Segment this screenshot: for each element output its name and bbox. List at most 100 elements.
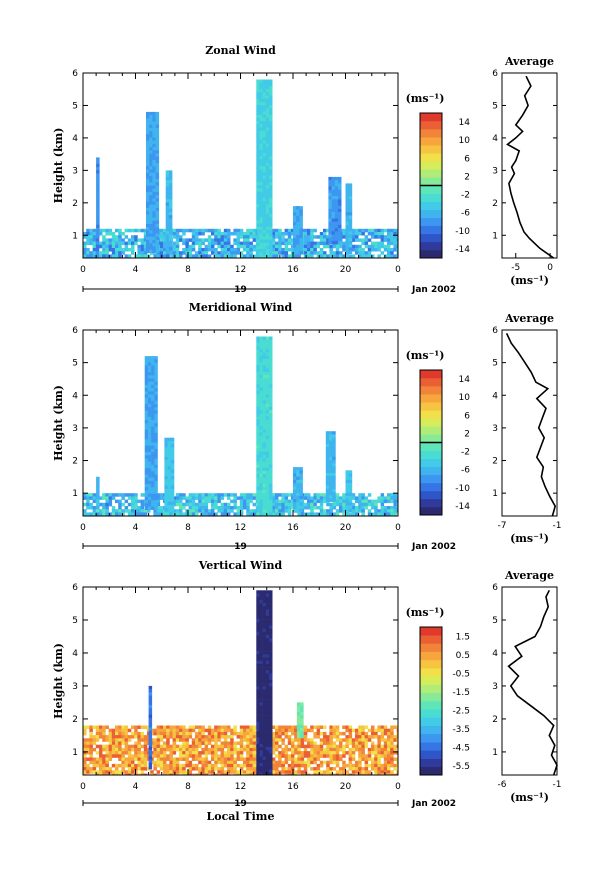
- heatmap-cell: [147, 397, 152, 402]
- heatmap-cell: [262, 143, 267, 147]
- heatmap-cell: [259, 647, 263, 652]
- heatmap-cell: [147, 372, 152, 376]
- heatmap-cell: [227, 238, 231, 242]
- heatmap-cell: [236, 509, 241, 513]
- heatmap-cell: [233, 248, 237, 252]
- panel-title: Vertical Wind: [198, 559, 283, 572]
- heatmap-cell: [259, 143, 263, 147]
- heatmap-cell: [334, 176, 339, 181]
- heatmap-cell: [246, 251, 250, 255]
- heatmap-cell: [134, 744, 138, 749]
- heatmap-cell: [284, 238, 289, 242]
- heatmap-cell: [227, 735, 231, 739]
- heatmap-cell: [265, 747, 270, 751]
- heatmap-cell: [167, 495, 172, 499]
- heatmap-cell: [239, 512, 244, 516]
- heatmap-cell: [115, 228, 119, 233]
- heatmap-cell: [297, 254, 301, 258]
- heatmap-cell: [269, 670, 273, 674]
- heatmap-cell: [154, 474, 158, 478]
- heatmap-cell: [256, 159, 260, 163]
- heatmap-cell: [291, 738, 295, 742]
- heatmap-cell: [334, 189, 339, 194]
- heatmap-cell: [105, 738, 109, 742]
- heatmap-cell: [383, 728, 388, 733]
- heatmap-cell: [105, 232, 109, 236]
- heatmap-cell: [335, 751, 340, 755]
- heatmap-cell: [300, 751, 305, 755]
- heatmap-cell: [332, 485, 336, 490]
- heatmap-cell: [195, 744, 199, 749]
- heatmap-cell: [165, 180, 170, 184]
- heatmap-cell: [262, 512, 267, 516]
- heatmap-cell: [348, 221, 353, 226]
- heatmap-cell: [259, 750, 263, 754]
- heatmap-cell: [131, 502, 135, 507]
- heatmap-cell: [334, 240, 339, 245]
- heatmap-cell: [111, 754, 116, 758]
- heatmap-cell: [99, 760, 103, 765]
- heatmap-cell: [154, 394, 158, 398]
- heatmap-cell: [96, 227, 100, 232]
- heatmap-cell: [96, 496, 100, 500]
- heatmap-cell: [179, 767, 183, 771]
- heatmap-cell: [262, 201, 267, 205]
- heatmap-cell: [262, 178, 267, 183]
- heatmap-cell: [166, 767, 170, 771]
- heatmap-cell: [299, 209, 303, 213]
- heatmap-cell: [214, 506, 218, 510]
- heatmap-cell: [374, 735, 378, 739]
- heatmap-cell: [86, 744, 90, 749]
- heatmap-cell: [134, 747, 138, 752]
- heatmap-cell: [300, 718, 304, 722]
- heatmap-cell: [335, 754, 340, 758]
- heatmap-cell: [155, 175, 160, 180]
- heatmap-cell: [332, 244, 337, 249]
- colorbar-swatch: [420, 474, 442, 484]
- heatmap-cell: [198, 751, 202, 755]
- heatmap-cell: [387, 254, 391, 258]
- heatmap-cell: [325, 498, 330, 502]
- heatmap-cell: [207, 770, 212, 774]
- heatmap-cell: [348, 247, 353, 251]
- heatmap-cell: [259, 349, 263, 353]
- heatmap-cell: [124, 493, 129, 497]
- heatmap-cell: [259, 146, 263, 151]
- heatmap-cell: [262, 387, 267, 392]
- heatmap-cell: [269, 403, 273, 408]
- heatmap-cell: [259, 175, 263, 179]
- heatmap-cell: [307, 493, 311, 497]
- heatmap-cell: [165, 170, 170, 174]
- heatmap-cell: [334, 221, 339, 226]
- heatmap-cell: [265, 631, 270, 636]
- heatmap-cell: [259, 724, 263, 729]
- heatmap-cell: [358, 493, 362, 497]
- colorbar-tick-label: 10: [459, 136, 471, 146]
- heatmap-cell: [358, 244, 362, 249]
- heatmap-cell: [86, 757, 90, 761]
- heatmap-cell: [275, 728, 279, 733]
- heatmap-cell: [151, 464, 155, 469]
- heatmap-cell: [259, 188, 263, 192]
- heatmap-cell: [256, 445, 260, 449]
- heatmap-cell: [300, 728, 304, 732]
- heatmap-cell: [275, 760, 279, 765]
- heatmap-cell: [146, 182, 150, 186]
- heatmap-cell: [175, 493, 180, 497]
- heatmap-cell: [105, 251, 109, 255]
- heatmap-cell: [358, 741, 362, 745]
- heatmap-cell: [262, 172, 267, 176]
- heatmap-cell: [168, 221, 173, 226]
- heatmap-cell: [296, 721, 301, 726]
- heatmap-cell: [291, 763, 295, 768]
- heatmap-cell: [291, 731, 295, 736]
- heatmap-cell: [163, 773, 167, 775]
- heatmap-cell: [265, 394, 270, 398]
- heatmap-cell: [313, 751, 317, 755]
- heatmap-cell: [332, 725, 337, 729]
- heatmap-cell: [259, 204, 263, 208]
- heatmap-cell: [108, 502, 113, 507]
- heatmap-cell: [243, 238, 247, 242]
- y-axis-label: Height (km): [52, 385, 65, 461]
- heatmap-cell: [223, 509, 228, 513]
